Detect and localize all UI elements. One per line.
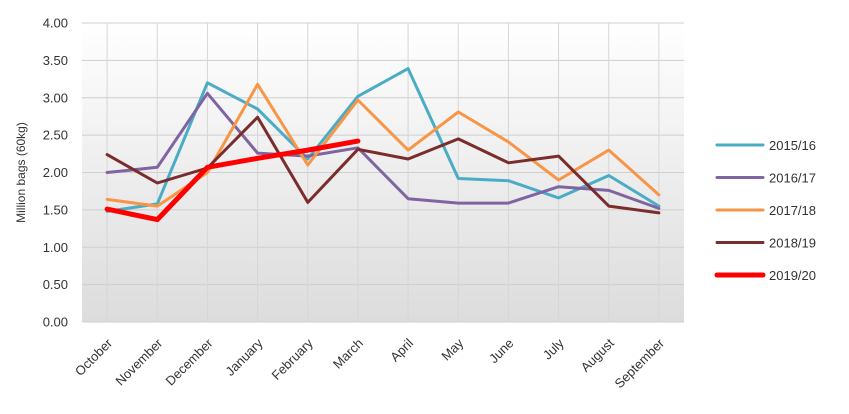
legend-label: 2015/16	[769, 138, 816, 153]
series-lines	[104, 67, 661, 223]
x-tick-label: April	[387, 335, 416, 364]
x-tick-label: October	[72, 335, 116, 379]
legend-label: 2018/19	[769, 236, 816, 251]
y-tick-label: 0.00	[43, 315, 68, 330]
x-tick-label: June	[486, 336, 517, 367]
legend-label: 2019/20	[769, 268, 816, 283]
x-tick-label: February	[268, 335, 316, 383]
series-line-2018-19	[105, 115, 661, 215]
y-tick-label: 2.00	[43, 165, 68, 180]
y-tick-label: 3.50	[43, 53, 68, 68]
x-tick-label: January	[222, 335, 266, 379]
series-line-2019-20	[104, 138, 361, 223]
legend: 2015/16 2016/17 2017/18 2018/19 2019/20	[714, 138, 816, 283]
y-tick-label: 3.00	[43, 90, 68, 105]
y-tick-label: 2.50	[43, 128, 68, 143]
y-tick-label: 0.50	[43, 277, 68, 292]
x-tick-label: May	[438, 335, 466, 363]
x-tick-label: July	[540, 335, 567, 362]
legend-label: 2017/18	[769, 203, 816, 218]
x-tick-label: March	[330, 336, 366, 372]
x-tick-label: November	[112, 335, 165, 388]
x-tick-label: December	[163, 335, 216, 388]
x-tick-label: August	[578, 335, 617, 374]
legend-label: 2016/17	[769, 171, 816, 186]
y-tick-label: 1.00	[43, 240, 68, 255]
y-tick-label: 4.00	[43, 16, 68, 31]
y-axis-title: Million bags (60kg)	[14, 122, 28, 223]
x-tick-label: September	[611, 335, 667, 391]
y-axis-ticks: 0.00 0.50 1.00 1.50 2.00 2.50 3.00 3.50 4.00	[43, 16, 68, 330]
series-line-2016-17	[105, 91, 661, 210]
y-tick-label: 1.50	[43, 202, 68, 217]
